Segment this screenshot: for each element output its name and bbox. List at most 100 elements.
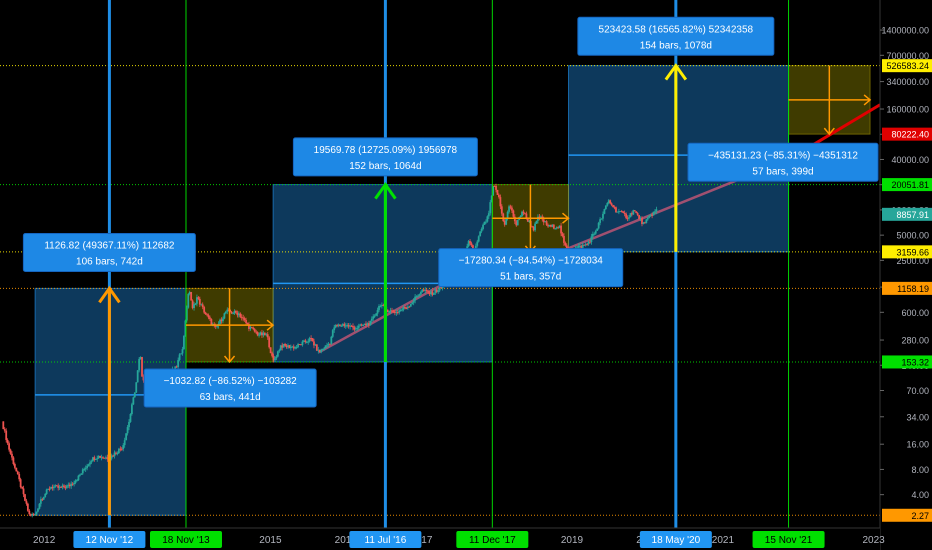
time-axis[interactable]: 2012201520162017201920202021202312 Nov '… <box>0 527 885 550</box>
measure-label-box-4 <box>438 248 624 288</box>
candle-body <box>301 341 304 346</box>
candle-body <box>64 487 67 489</box>
candle-body <box>198 298 201 305</box>
candle-body <box>531 226 534 228</box>
price-level-tag-label-8: 2.27 <box>911 511 929 521</box>
candle-body <box>35 511 38 515</box>
candle-body <box>120 448 123 450</box>
price-tick-label: 16.00 <box>906 440 929 450</box>
candle-body <box>240 316 243 318</box>
candle-body <box>54 485 57 487</box>
measure-label-line2-6: 57 bars, 399d <box>752 166 813 177</box>
candle-body <box>649 214 652 216</box>
candle-body <box>422 289 425 291</box>
price-level-tag-8 <box>882 508 932 522</box>
candle-body <box>318 349 321 353</box>
marker-date-tag-label-4: 11 Dec '17 <box>469 535 516 546</box>
candle-body <box>261 332 263 336</box>
candle-body <box>415 296 418 298</box>
candle-body <box>185 307 188 321</box>
candle-body <box>110 455 113 459</box>
candle-body <box>119 448 122 450</box>
time-tick-label: 2019 <box>561 535 584 546</box>
candle-body <box>34 514 36 516</box>
measure-label-line2-1: 106 bars, 742d <box>76 257 143 268</box>
candle-body <box>367 323 370 326</box>
candle-body <box>538 216 541 218</box>
candle-body <box>6 439 9 444</box>
candle-body <box>392 310 395 313</box>
candle-body <box>259 332 262 335</box>
growth-arrow-head-2 <box>374 182 397 200</box>
candle-body <box>375 313 378 316</box>
candle-body <box>271 353 273 356</box>
price-level-tag-label-3: 20051.81 <box>891 180 929 190</box>
candle-body <box>469 241 471 244</box>
price-tick-label: 340000.00 <box>886 77 929 87</box>
candle-body <box>615 207 617 213</box>
measure-label-line1-3: 19569.78 (12725.09%) 1956978 <box>314 145 458 156</box>
candle-body <box>596 228 599 231</box>
candle-body <box>48 488 51 490</box>
candle-body <box>263 332 266 336</box>
candle-body <box>250 327 253 329</box>
candle-body <box>597 222 600 229</box>
candle-body <box>603 209 606 214</box>
price-tick-label: 1400000.00 <box>881 26 929 36</box>
candle-body <box>2 421 5 430</box>
candle-body <box>528 221 531 223</box>
candle-body <box>12 457 15 465</box>
candle-body <box>138 359 141 371</box>
candle-body <box>39 499 42 504</box>
candle-body <box>402 307 405 310</box>
candle-body <box>539 216 542 218</box>
candle-body <box>193 304 195 309</box>
candle-body <box>102 457 104 459</box>
candle-body <box>407 306 409 308</box>
candle-body <box>100 457 103 459</box>
candle-body <box>272 355 275 361</box>
candle-body <box>9 449 12 454</box>
candle-body <box>506 211 509 220</box>
candle-body <box>132 397 135 405</box>
price-axis[interactable]: 4.008.0016.0034.0070.00140.00280.00600.0… <box>879 0 932 550</box>
price-level-tag-4 <box>882 207 932 221</box>
candle-body <box>583 244 586 246</box>
candle-body <box>349 325 352 327</box>
candle-body <box>441 286 444 289</box>
candle-body <box>408 306 411 308</box>
decline-arrow-v-head-1 <box>223 355 236 364</box>
candle-body <box>323 348 325 350</box>
candle-body <box>25 500 28 504</box>
candle-body <box>287 345 289 348</box>
price-level-tag-label-4: 8857.91 <box>896 210 929 220</box>
candle-body <box>226 309 229 312</box>
candle-body <box>352 326 354 328</box>
candle-body <box>333 327 336 331</box>
candle-body <box>24 494 26 501</box>
candle-body <box>94 458 97 460</box>
candle-body <box>29 514 32 516</box>
candle-body <box>15 467 18 472</box>
candle-body <box>619 211 622 213</box>
candle-body <box>498 194 500 198</box>
candle-body <box>554 228 557 230</box>
candle-body <box>431 291 434 295</box>
candle-body <box>642 222 645 225</box>
candle-body <box>480 229 483 232</box>
candle-body <box>438 287 441 291</box>
candle-body <box>526 217 529 222</box>
candle-body <box>8 443 10 450</box>
price-level-tag-label-1: 526583.24 <box>886 61 929 71</box>
candle-body <box>477 236 480 242</box>
candle-body <box>308 337 311 342</box>
candle-body <box>128 421 130 428</box>
candle-body <box>230 311 233 314</box>
candle-body <box>19 479 22 488</box>
price-level-tag-label-2: 80222.40 <box>891 130 929 140</box>
candle-body <box>16 471 19 475</box>
candle-body <box>45 489 48 494</box>
candle-body <box>561 233 564 236</box>
candle-body <box>61 485 64 488</box>
